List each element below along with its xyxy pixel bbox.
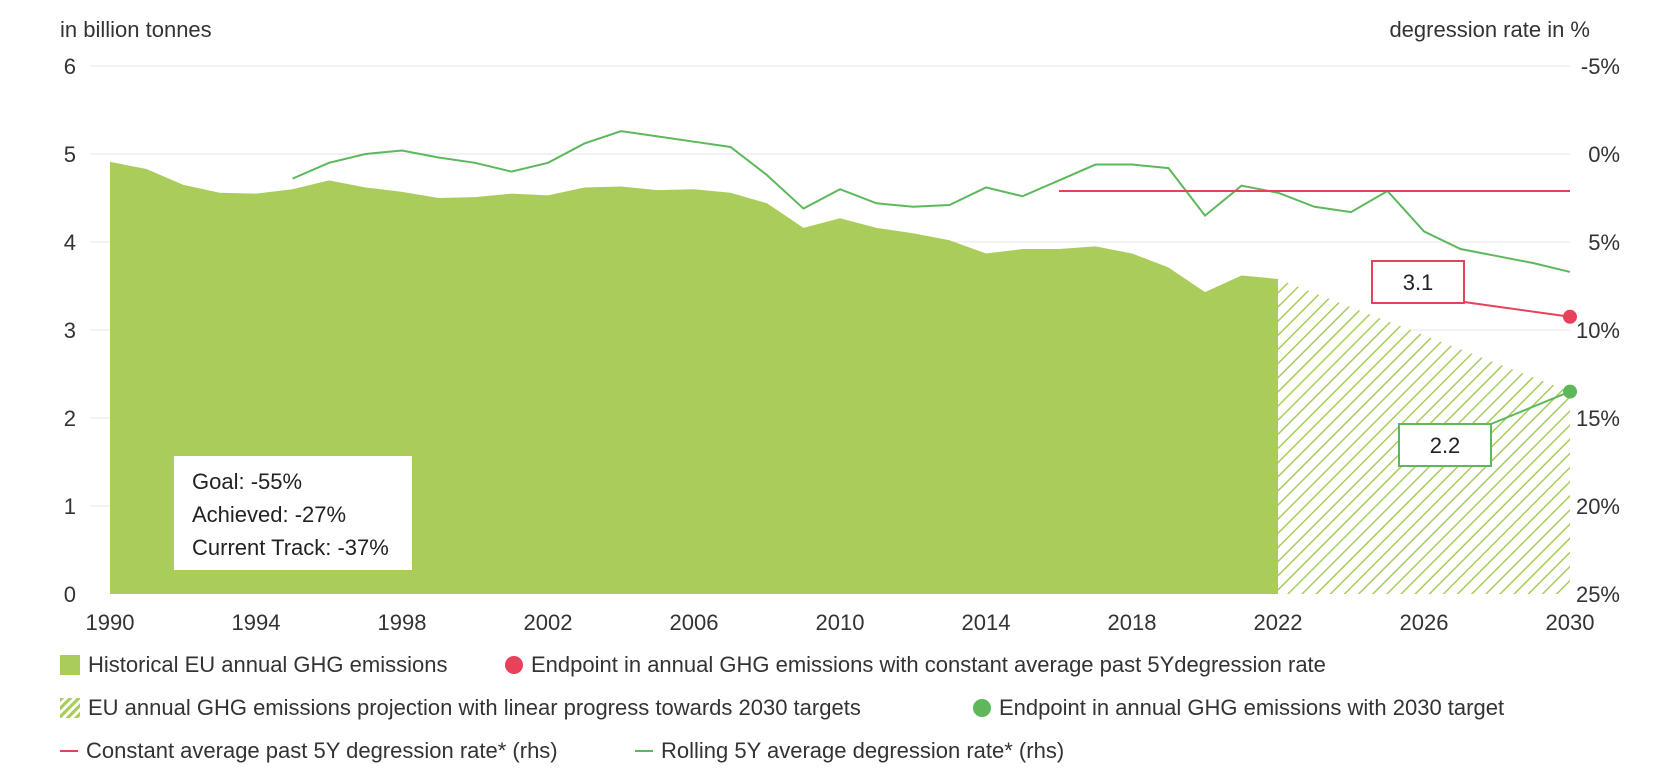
legend-label-green-endpoint: Endpoint in annual GHG emissions with 20… bbox=[999, 695, 1505, 720]
red-callout: 3.1 bbox=[1371, 260, 1465, 304]
left-axis-ticks: 0 1 2 3 4 5 6 bbox=[64, 54, 76, 607]
red-callout-leader bbox=[1463, 301, 1571, 318]
x-tick-label: 2014 bbox=[962, 610, 1011, 635]
legend-label-red-endpoint: Endpoint in annual GHG emissions with co… bbox=[531, 652, 1326, 677]
legend-historical: Historical EU annual GHG emissions bbox=[60, 652, 447, 678]
legend-label-projection: EU annual GHG emissions projection with … bbox=[88, 695, 861, 720]
right-tick-label: -5% bbox=[1581, 54, 1620, 79]
legend-swatch-rolling bbox=[635, 750, 653, 752]
x-tick-label: 1994 bbox=[232, 610, 281, 635]
left-tick-label: 0 bbox=[64, 582, 76, 607]
x-tick-label: 2030 bbox=[1546, 610, 1595, 635]
right-tick-label: 5% bbox=[1588, 230, 1620, 255]
right-tick-label: 0% bbox=[1588, 142, 1620, 167]
legend-label-rolling: Rolling 5Y average degression rate* (rhs… bbox=[661, 738, 1065, 763]
x-tick-label: 2026 bbox=[1400, 610, 1449, 635]
right-tick-label: 10% bbox=[1576, 318, 1620, 343]
right-axis-title: degression rate in % bbox=[1389, 17, 1590, 42]
right-tick-label: 20% bbox=[1576, 494, 1620, 519]
legend-swatch-constant bbox=[60, 750, 78, 752]
rolling-degression-line bbox=[292, 130, 1571, 273]
summary-box: Goal: -55% Achieved: -27% Current Track:… bbox=[174, 456, 412, 570]
left-tick-label: 6 bbox=[64, 54, 76, 79]
x-tick-label: 2006 bbox=[670, 610, 719, 635]
x-tick-label: 1998 bbox=[378, 610, 427, 635]
green-endpoint-dot bbox=[1563, 384, 1577, 399]
x-tick-label: 2002 bbox=[524, 610, 573, 635]
legend-label-constant: Constant average past 5Y degression rate… bbox=[86, 738, 558, 763]
legend-green-endpoint: Endpoint in annual GHG emissions with 20… bbox=[973, 695, 1504, 721]
left-tick-label: 3 bbox=[64, 318, 76, 343]
legend-label-historical: Historical EU annual GHG emissions bbox=[88, 652, 448, 677]
legend-constant: Constant average past 5Y degression rate… bbox=[60, 738, 558, 764]
right-tick-label: 15% bbox=[1576, 406, 1620, 431]
legend-swatch-green-endpoint bbox=[973, 699, 991, 717]
summary-current-track: Current Track: -37% bbox=[192, 535, 389, 560]
left-tick-label: 4 bbox=[64, 230, 76, 255]
x-tick-label: 1990 bbox=[86, 610, 135, 635]
x-axis-ticks: 1990 1994 1998 2002 2006 2010 2014 2018 2022 2026… bbox=[86, 610, 1595, 635]
left-tick-label: 2 bbox=[64, 406, 76, 431]
red-endpoint-dot bbox=[1563, 309, 1577, 324]
legend-projection: EU annual GHG emissions projection with … bbox=[60, 695, 861, 721]
green-callout-label: 2.2 bbox=[1430, 433, 1461, 458]
legend-rolling: Rolling 5Y average degression rate* (rhs… bbox=[635, 738, 1064, 764]
legend-swatch-historical bbox=[60, 655, 80, 675]
right-axis-ticks: -5% 0% 5% 10% 15% 20% 25% bbox=[1576, 54, 1620, 607]
left-axis-title: in billion tonnes bbox=[60, 17, 212, 42]
x-tick-label: 2010 bbox=[816, 610, 865, 635]
green-callout-leader bbox=[1490, 390, 1571, 425]
summary-goal: Goal: -55% bbox=[192, 469, 302, 494]
green-callout: 2.2 bbox=[1398, 423, 1492, 467]
left-tick-label: 1 bbox=[64, 494, 76, 519]
right-tick-label: 25% bbox=[1576, 582, 1620, 607]
legend-red-endpoint: Endpoint in annual GHG emissions with co… bbox=[505, 652, 1326, 678]
legend-swatch-projection bbox=[60, 698, 80, 718]
left-tick-label: 5 bbox=[64, 142, 76, 167]
x-tick-label: 2022 bbox=[1254, 610, 1303, 635]
x-tick-label: 2018 bbox=[1108, 610, 1157, 635]
legend-swatch-red-endpoint bbox=[505, 656, 523, 674]
summary-achieved: Achieved: -27% bbox=[192, 502, 346, 527]
red-callout-label: 3.1 bbox=[1403, 270, 1434, 295]
